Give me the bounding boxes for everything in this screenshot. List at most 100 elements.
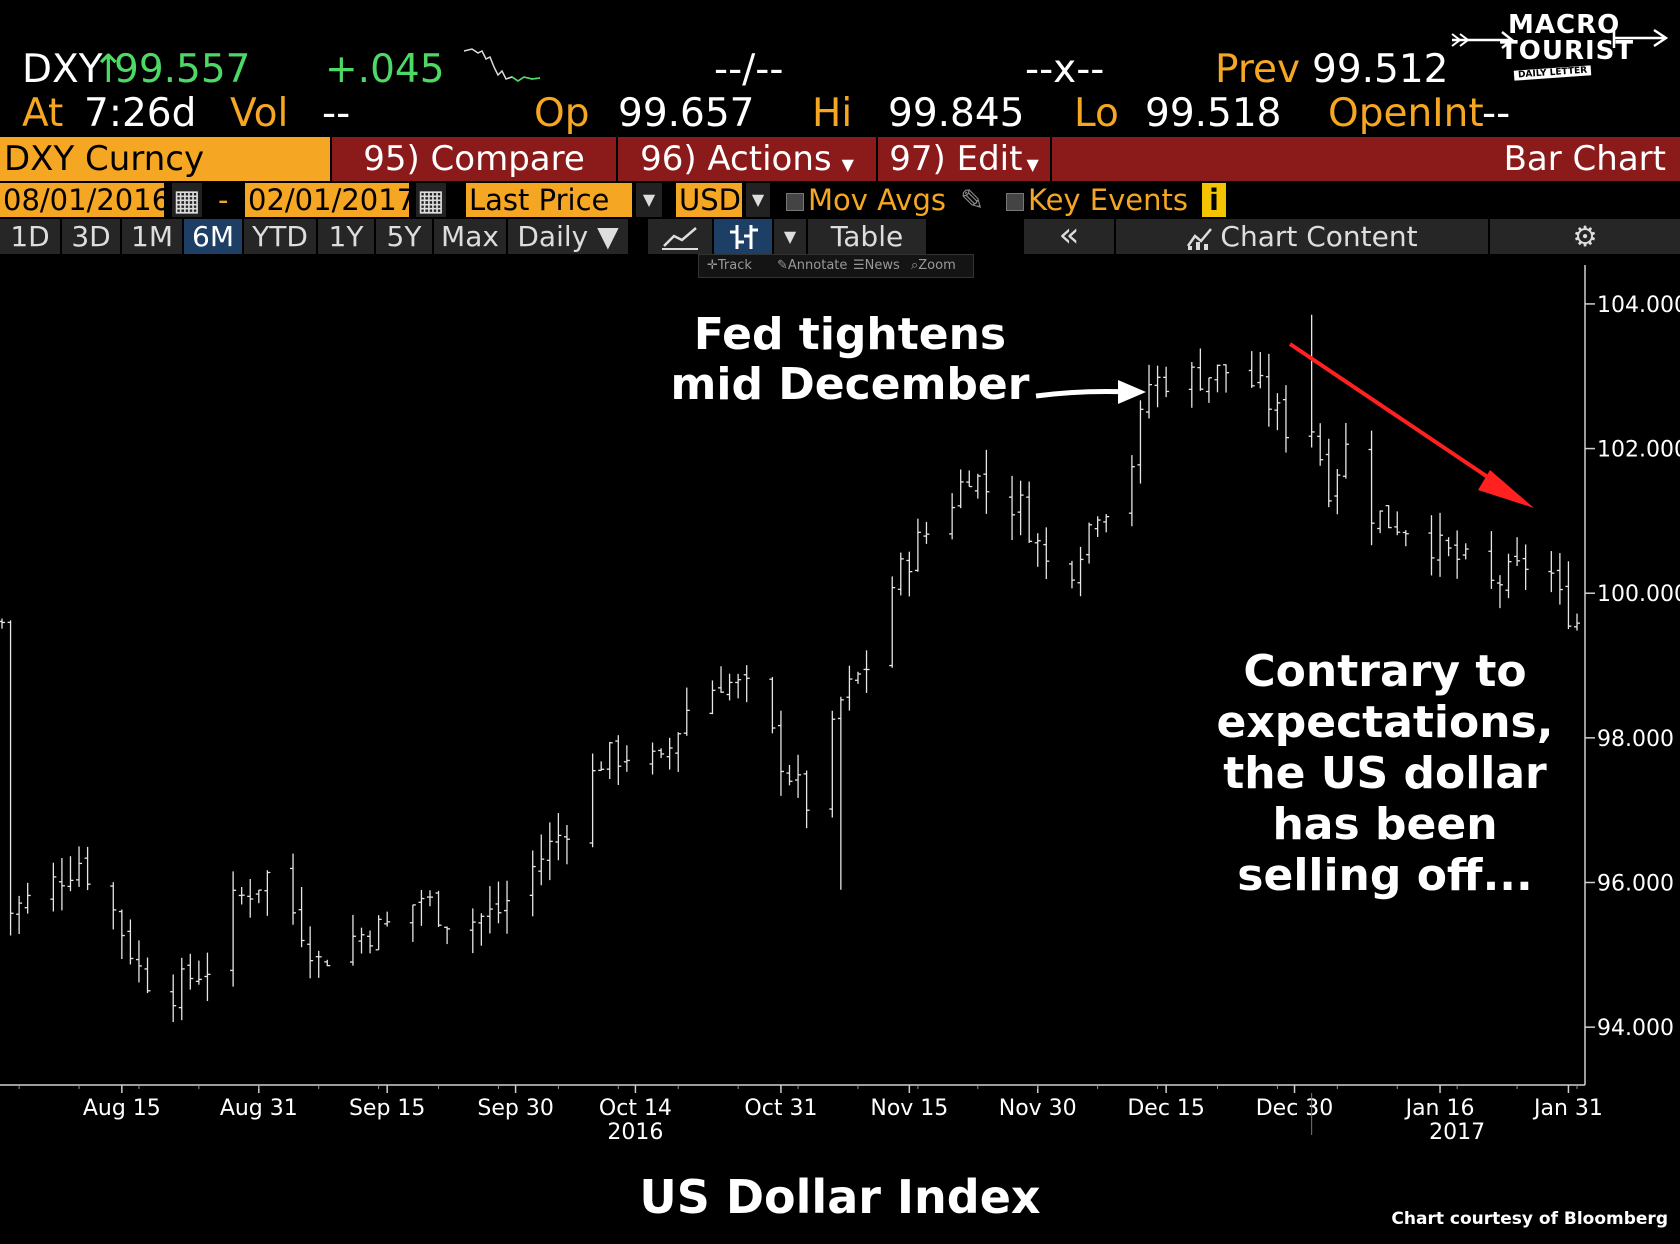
ohlc-bar [1308, 314, 1315, 448]
x-tick-label: Sep 15 [349, 1096, 425, 1121]
annotate-tool[interactable]: ✎ Annotate [777, 255, 847, 277]
tab-1d[interactable]: 1D [0, 219, 60, 254]
mov-avgs-toggle[interactable]: Mov Avgs [786, 183, 946, 217]
security-field[interactable]: DXY Curncy [0, 137, 330, 181]
ohlc-bar [786, 764, 793, 786]
y-tick-label: 102.000 [1597, 438, 1680, 463]
end-calendar-icon[interactable]: ▦ [416, 183, 446, 217]
ohlc-bar [683, 687, 690, 736]
tab-max[interactable]: Max [434, 219, 506, 254]
field-dropdown-icon[interactable]: ▼ [636, 183, 662, 217]
y-tick-label: 98.000 [1597, 727, 1674, 752]
actions-label: 96) Actions [640, 139, 832, 179]
ohlc-bar [906, 551, 913, 597]
start-calendar-icon[interactable]: ▦ [172, 183, 202, 217]
frequency-select[interactable]: Daily ▼ [508, 219, 628, 254]
ohlc-bar [1445, 537, 1452, 557]
tab-5y[interactable]: 5Y [376, 219, 432, 254]
ohlc-bar [1454, 530, 1461, 579]
open-label: Op [534, 91, 590, 136]
currency-dropdown-icon[interactable]: ▼ [746, 183, 770, 217]
x-tick-label: Nov 15 [870, 1096, 948, 1121]
ohlc-bar [829, 710, 836, 818]
ohlc-bar [195, 960, 202, 985]
chart-content-button[interactable]: Chart Content [1116, 219, 1488, 254]
compare-button[interactable]: 95) Compare [332, 137, 616, 181]
ohlc-bar [1154, 365, 1161, 408]
ohlc-bar [897, 552, 904, 596]
collapse-icon[interactable]: « [1024, 218, 1114, 254]
ohlc-bar [1574, 613, 1580, 631]
ohlc-bar [1334, 469, 1341, 515]
annotation-selloff-line-1: Contrary to [1243, 646, 1527, 697]
ohlc-bar [658, 748, 665, 759]
track-label: Track [717, 258, 752, 273]
ohlc-bar [1505, 553, 1512, 599]
zoom-tool[interactable]: ⌕ Zoom [911, 255, 956, 277]
ohlc-bar [1556, 553, 1563, 605]
start-date-input[interactable]: 08/01/2016 [0, 183, 170, 217]
ohlc-bar [127, 919, 134, 965]
tab-1m[interactable]: 1M [122, 219, 182, 254]
ohlc-bar [555, 813, 562, 861]
at-label: At [22, 91, 64, 136]
ohlc-bar [1394, 511, 1401, 536]
ohlc-bar [418, 889, 425, 926]
chart-style-dropdown-icon[interactable]: ▼ [774, 219, 806, 254]
ohlc-bar [290, 853, 297, 925]
settings-gear-icon[interactable]: ⚙ [1490, 219, 1680, 254]
currency-select[interactable]: USD [676, 183, 742, 217]
edit-label: 97) Edit [889, 139, 1023, 179]
ohlc-bar [598, 761, 605, 772]
actions-menu[interactable]: 96) Actions ▼ [618, 137, 876, 181]
annotation-selloff-line-3: the US dollar [1223, 748, 1547, 799]
end-date-input[interactable]: 02/01/2017 [245, 183, 415, 217]
ohlc-bar [1128, 455, 1135, 527]
ohlc-bar [58, 858, 65, 911]
ohlc-bar [84, 846, 91, 891]
tab-6m[interactable]: 6M [184, 219, 242, 254]
tab-3d[interactable]: 3D [62, 219, 120, 254]
line-chart-icon[interactable] [648, 219, 712, 254]
ohlc-bar [1368, 430, 1375, 546]
ohlc-bar [1077, 546, 1084, 597]
ohlc-bar [1428, 515, 1435, 576]
mini-toolbar: ✛ Track ✎ Annotate ☰ News ⌕ Zoom [698, 254, 974, 278]
ohlc-bar [709, 680, 716, 715]
ohlc-bar [1034, 533, 1041, 567]
tab-ytd[interactable]: YTD [244, 219, 316, 254]
key-events-toggle[interactable]: Key Events [1006, 183, 1188, 217]
ohlc-bar [1137, 400, 1144, 484]
news-tool[interactable]: ☰ News [853, 255, 900, 277]
x-tick-label: Dec 15 [1127, 1096, 1205, 1121]
chart-content-icon [1187, 228, 1213, 250]
tab-1y[interactable]: 1Y [318, 219, 374, 254]
edit-menu[interactable]: 97) Edit ▼ [878, 137, 1050, 181]
ohlc-bar [1017, 480, 1024, 536]
key-events-checkbox[interactable] [1006, 193, 1024, 211]
ohlc-bar [1009, 475, 1016, 541]
ohlc-bar [367, 930, 374, 954]
ohlc-bar [769, 677, 776, 734]
ohlc-bar [298, 886, 305, 948]
bar-chart-icon[interactable] [714, 219, 772, 254]
ohlc-bar [546, 822, 553, 881]
ticker: DXY [22, 47, 103, 92]
prev-label: Prev [1215, 47, 1301, 92]
ohlc-bar [1437, 512, 1444, 577]
ohlc-bar [1377, 510, 1384, 534]
chart-content-label: Chart Content [1220, 220, 1418, 253]
x-tick-label: Oct 14 [599, 1096, 672, 1121]
dxy-bar-chart[interactable]: 94.000 96.000 98.000 100.000 102.000 104.000 A… [0, 265, 1680, 1155]
field-select[interactable]: Last Price [466, 183, 632, 217]
ohlc-bar [966, 470, 973, 488]
table-button[interactable]: Table [808, 219, 926, 254]
ohlc-bar [1282, 385, 1289, 453]
info-icon[interactable]: i [1202, 183, 1226, 217]
mov-avgs-checkbox[interactable] [786, 193, 804, 211]
track-tool[interactable]: ✛ Track [707, 255, 752, 277]
prev-value: 99.512 [1312, 47, 1449, 92]
ohlc-bar [264, 870, 271, 916]
pencil-icon[interactable]: ✎ [960, 183, 985, 217]
chart-type-label[interactable]: Bar Chart [1052, 137, 1680, 181]
